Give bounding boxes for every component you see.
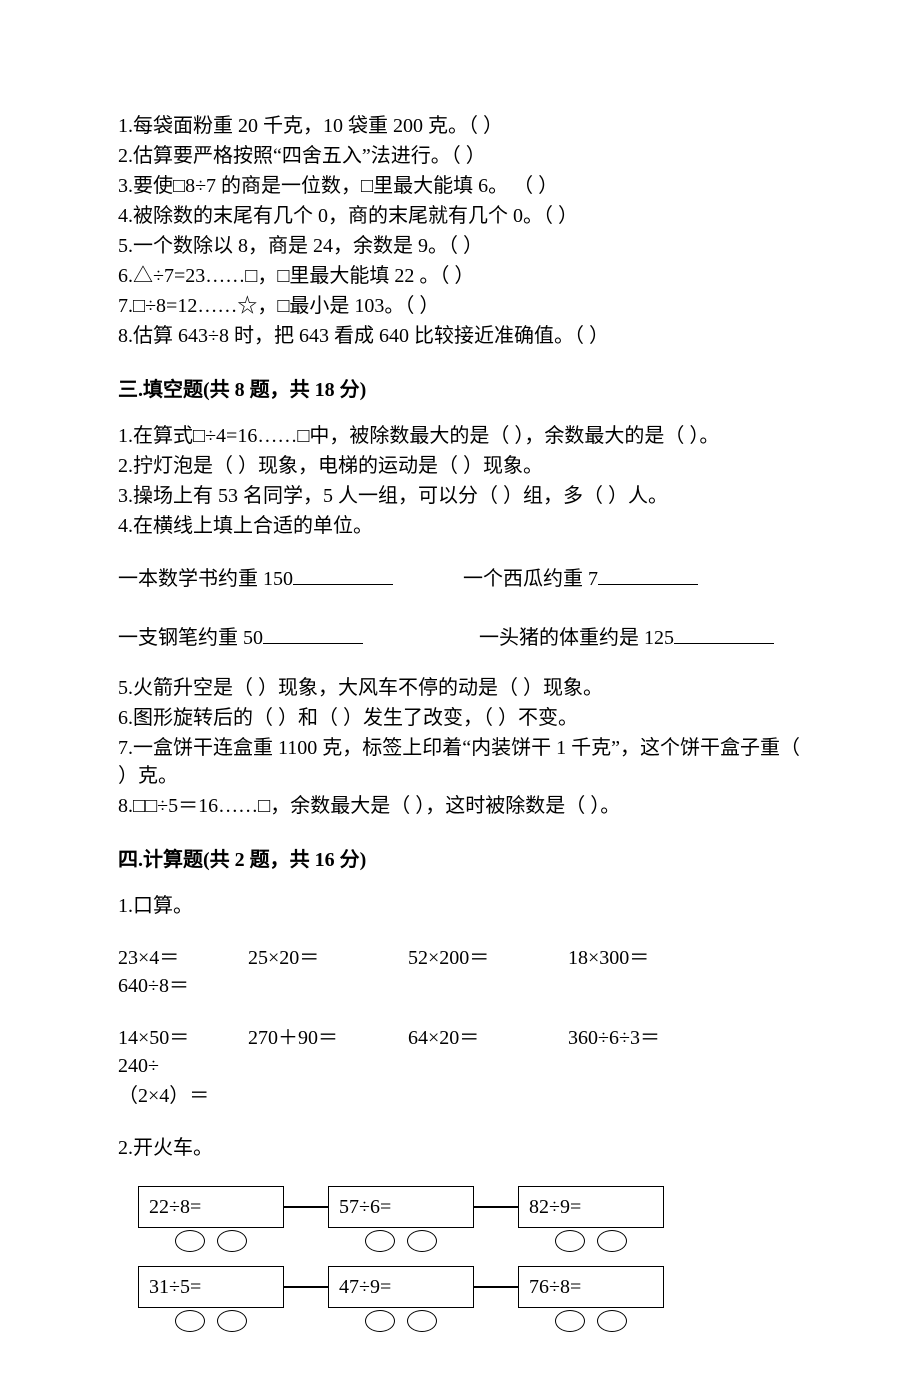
train-wheels [365,1230,437,1252]
train-connector [284,1206,328,1208]
train-connector [284,1286,328,1288]
train-expression: 76÷8= [529,1273,581,1301]
judgement-item: 2.估算要严格按照“四舍五入”法进行。（ ） [118,142,802,170]
calc-cell: 25×20＝ [248,944,408,972]
train-wheels [555,1230,627,1252]
unit-line-1: 一本数学书约重 150 一个西瓜约重 7 [118,562,802,593]
calc-cell: 64×20＝ [408,1024,568,1052]
wheel-icon [407,1230,437,1252]
fill-item: 8.□□÷5＝16……□，余数最大是（ ），这时被除数是（ ）。 [118,792,802,820]
judgement-item: 7.□÷8=12……☆，□最小是 103。（ ） [118,292,802,320]
train-car: 47÷9= [328,1266,474,1332]
train-connector [474,1206,518,1208]
judgement-item: 8.估算 643÷8 时，把 643 看成 640 比较接近准确值。（ ） [118,322,802,350]
judgement-item: 1.每袋面粉重 20 千克，10 袋重 200 克。（ ） [118,112,802,140]
train-row: 31÷5= 47÷9= 76÷8= [138,1266,802,1332]
judgement-item: 3.要使□8÷7 的商是一位数，□里最大能填 6。 （ ） [118,172,802,200]
section-4-heading: 四.计算题(共 2 题，共 16 分) [118,846,802,874]
fill-item: 4.在横线上填上合适的单位。 [118,512,802,540]
unit-blank[interactable] [263,621,363,644]
train-car: 82÷9= [518,1186,664,1252]
calc-q2-title: 2.开火车。 [118,1134,802,1162]
fill-items-top: 1.在算式□÷4=16……□中，被除数最大的是（ ），余数最大的是（ ）。 2.… [118,422,802,540]
judgement-item: 6.△÷7=23……□，□里最大能填 22 。（ ） [118,262,802,290]
fill-item: 3.操场上有 53 名同学，5 人一组，可以分（ ）组，多（ ）人。 [118,482,802,510]
judgement-item: 4.被除数的末尾有几个 0，商的末尾就有几个 0。（ ） [118,202,802,230]
wheel-icon [365,1310,395,1332]
wheel-icon [555,1310,585,1332]
train-box: 57÷6= [328,1186,474,1228]
train-car: 22÷8= [138,1186,284,1252]
train-expression: 57÷6= [339,1193,391,1221]
calc-cell: 18×300＝ [568,944,723,972]
train-box: 82÷9= [518,1186,664,1228]
fill-item: 5.火箭升空是（ ）现象，大风车不停的动是（ ）现象。 [118,674,802,702]
wheel-icon [597,1310,627,1332]
unit-left-text: 一支钢笔约重 50 [118,627,263,649]
unit-right-text: 一头猪的体重约是 125 [479,627,674,649]
worksheet-page: 1.每袋面粉重 20 千克，10 袋重 200 克。（ ） 2.估算要严格按照“… [0,0,920,1392]
calc-q1-row2: 14×50＝ 270＋90＝ 64×20＝ 360÷6÷3＝ 240÷ [118,1024,802,1080]
unit-left-text: 一本数学书约重 150 [118,568,293,590]
section-judgement-list: 1.每袋面粉重 20 千克，10 袋重 200 克。（ ） 2.估算要严格按照“… [118,112,802,350]
train-car: 57÷6= [328,1186,474,1252]
train-diagram: 22÷8= 57÷6= 82÷9= 31÷5= 47÷9= [138,1186,802,1332]
fill-item: 7.一盒饼干连盒重 1100 克，标签上印着“内装饼干 1 千克”，这个饼干盒子… [118,734,802,790]
unit-blank[interactable] [598,562,698,585]
wheel-icon [217,1230,247,1252]
train-row: 22÷8= 57÷6= 82÷9= [138,1186,802,1252]
fill-item: 6.图形旋转后的（ ）和（ ）发生了改变，（ ）不变。 [118,704,802,732]
calc-cell: 14×50＝ [118,1024,248,1052]
wheel-icon [217,1310,247,1332]
unit-blank[interactable] [293,562,393,585]
train-connector [474,1286,518,1288]
train-expression: 31÷5= [149,1273,201,1301]
train-wheels [555,1310,627,1332]
judgement-item: 5.一个数除以 8，商是 24，余数是 9。（ ） [118,232,802,260]
train-car: 31÷5= [138,1266,284,1332]
wheel-icon [365,1230,395,1252]
calc-cell: 640÷8＝ [118,972,218,1000]
train-box: 22÷8= [138,1186,284,1228]
wheel-icon [175,1230,205,1252]
calc-cell: 270＋90＝ [248,1024,408,1052]
unit-right-text: 一个西瓜约重 7 [463,568,598,590]
calc-cell: 240÷ [118,1052,218,1080]
fill-item: 2.拧灯泡是（ ）现象，电梯的运动是（ ）现象。 [118,452,802,480]
fill-items-bottom: 5.火箭升空是（ ）现象，大风车不停的动是（ ）现象。 6.图形旋转后的（ ）和… [118,674,802,820]
calc-cell: 23×4＝ [118,944,248,972]
calc-cell: 360÷6÷3＝ [568,1024,723,1052]
unit-line-2: 一支钢笔约重 50 一头猪的体重约是 125 [118,621,802,652]
wheel-icon [597,1230,627,1252]
train-expression: 82÷9= [529,1193,581,1221]
calc-cell: 52×200＝ [408,944,568,972]
calc-q1-row2-tail: （2×4）＝ [118,1082,802,1110]
fill-item: 1.在算式□÷4=16……□中，被除数最大的是（ ），余数最大的是（ ）。 [118,422,802,450]
train-expression: 22÷8= [149,1193,201,1221]
calc-q1-title: 1.口算。 [118,892,802,920]
train-wheels [365,1310,437,1332]
section-3-heading: 三.填空题(共 8 题，共 18 分) [118,376,802,404]
calc-q1-row1: 23×4＝ 25×20＝ 52×200＝ 18×300＝ 640÷8＝ [118,944,802,1000]
unit-blank[interactable] [674,621,774,644]
wheel-icon [407,1310,437,1332]
train-car: 76÷8= [518,1266,664,1332]
wheel-icon [175,1310,205,1332]
train-wheels [175,1310,247,1332]
train-expression: 47÷9= [339,1273,391,1301]
wheel-icon [555,1230,585,1252]
train-wheels [175,1230,247,1252]
